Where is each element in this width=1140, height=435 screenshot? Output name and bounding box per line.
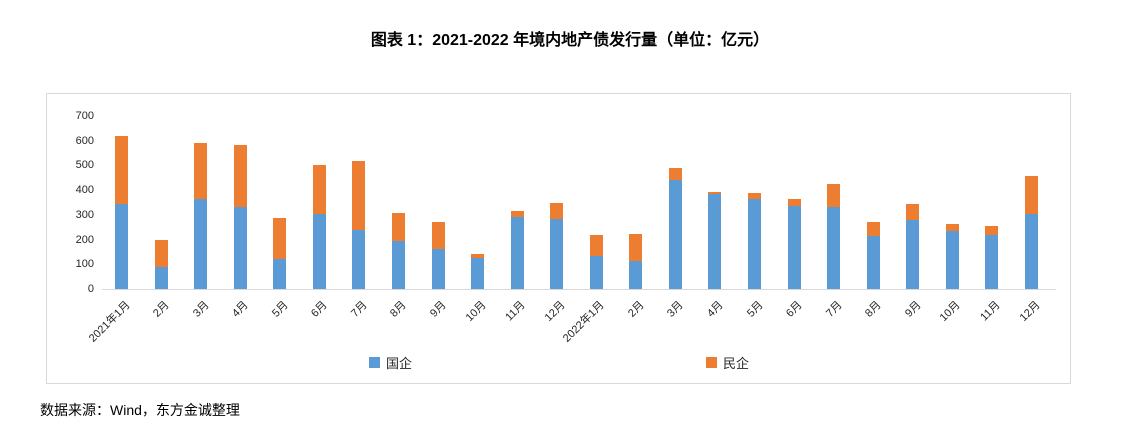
bar-segment-民企 <box>866 222 880 236</box>
bar-segment-国企 <box>471 258 485 289</box>
bar-segment-民企 <box>787 199 801 206</box>
chart-area: 0 100 200 300 400 500 600 700 2021年1月 2月 3月 4月 5月 6月… <box>46 93 1071 384</box>
bar-segment-国企 <box>233 207 247 289</box>
legend-label: 国企 <box>386 356 413 371</box>
bar-segment-民企 <box>352 161 366 230</box>
bar-segment-国企 <box>312 214 326 289</box>
bar-segment-国企 <box>748 199 761 289</box>
y-tick-label: 0 <box>87 283 94 295</box>
stacked-bar <box>589 116 603 289</box>
bar-segment-国企 <box>352 230 366 289</box>
stacked-bar <box>391 116 405 289</box>
bar-segment-国企 <box>827 207 841 289</box>
stacked-bar <box>431 116 445 289</box>
stacked-bar <box>471 116 485 289</box>
bar-segment-民企 <box>510 211 524 217</box>
bar-segment-民企 <box>827 184 841 207</box>
bar-segment-国企 <box>154 267 168 289</box>
bar-segment-民企 <box>550 203 564 219</box>
bar-segment-国企 <box>906 220 920 289</box>
bar-segment-国企 <box>273 259 287 289</box>
stacked-bar <box>194 116 208 289</box>
bar-segment-国企 <box>985 235 999 289</box>
bar-segment-国企 <box>589 256 603 289</box>
stacked-bar <box>668 116 682 289</box>
stacked-bar <box>154 116 168 289</box>
bar-segment-民企 <box>708 192 722 194</box>
x-axis-line <box>102 289 1056 290</box>
stacked-bar <box>115 116 128 289</box>
bar-segment-国企 <box>431 249 445 289</box>
stacked-bar <box>866 116 880 289</box>
bar-segment-民企 <box>1024 176 1038 214</box>
stacked-bar <box>312 116 326 289</box>
bar-segment-民企 <box>985 226 999 235</box>
bar-segment-国企 <box>550 219 564 289</box>
legend-item-民企: 民企 <box>706 353 749 372</box>
stacked-bar <box>1024 116 1038 289</box>
stacked-bar <box>827 116 841 289</box>
chart-title: 图表 1：2021-2022 年境内地产债发行量（单位：亿元） <box>370 32 770 49</box>
bar-segment-民企 <box>115 136 128 204</box>
bar-segment-民企 <box>471 254 485 258</box>
bar-segment-国企 <box>708 194 722 289</box>
bar-segment-国企 <box>945 231 959 289</box>
source-note: 数据来源：Wind，东方金诚整理 <box>40 402 240 418</box>
stacked-bar <box>352 116 366 289</box>
bar-segment-国企 <box>115 204 128 289</box>
stacked-bar <box>945 116 959 289</box>
stacked-bar <box>906 116 920 289</box>
bar-segment-民企 <box>668 168 682 180</box>
stacked-bar <box>233 116 247 289</box>
bar-segment-民企 <box>748 193 761 199</box>
stacked-bar <box>985 116 999 289</box>
stacked-bar <box>550 116 564 289</box>
bar-segment-民企 <box>431 222 445 249</box>
stacked-bar <box>629 116 643 289</box>
y-tick-label: 500 <box>75 159 94 172</box>
stacked-bar <box>748 116 761 289</box>
bar-segment-民企 <box>312 165 326 214</box>
bar-segment-民企 <box>629 234 643 261</box>
bar-segment-国企 <box>629 261 643 289</box>
bar-segment-民企 <box>233 145 247 207</box>
legend-swatch-icon <box>706 357 717 368</box>
bar-segment-国企 <box>668 180 682 289</box>
legend-swatch-icon <box>369 357 380 368</box>
y-tick-label: 200 <box>75 233 94 246</box>
bar-segment-民企 <box>194 143 208 199</box>
bars-container <box>115 116 1038 289</box>
bar-segment-民企 <box>273 218 287 259</box>
y-tick-label: 400 <box>75 184 94 197</box>
y-tick-label: 700 <box>75 110 94 122</box>
bar-segment-民企 <box>945 224 959 231</box>
bar-segment-国企 <box>1024 214 1038 289</box>
bar-segment-国企 <box>787 206 801 289</box>
bar-segment-民企 <box>154 240 168 267</box>
bar-segment-国企 <box>510 217 524 289</box>
y-tick-label: 100 <box>75 258 94 271</box>
bar-segment-民企 <box>906 204 920 220</box>
stacked-bar <box>787 116 801 289</box>
stacked-bar <box>273 116 287 289</box>
legend-label: 民企 <box>723 356 750 371</box>
bar-segment-国企 <box>194 199 208 289</box>
bar-segment-民企 <box>589 235 603 256</box>
bar-segment-国企 <box>866 236 880 289</box>
stacked-bar <box>708 116 722 289</box>
y-tick-label: 600 <box>75 134 94 147</box>
y-tick-label: 300 <box>75 208 94 221</box>
bar-segment-民企 <box>391 213 405 241</box>
stacked-bar <box>510 116 524 289</box>
bar-segment-国企 <box>391 241 405 289</box>
legend-item-国企: 国企 <box>369 353 412 372</box>
